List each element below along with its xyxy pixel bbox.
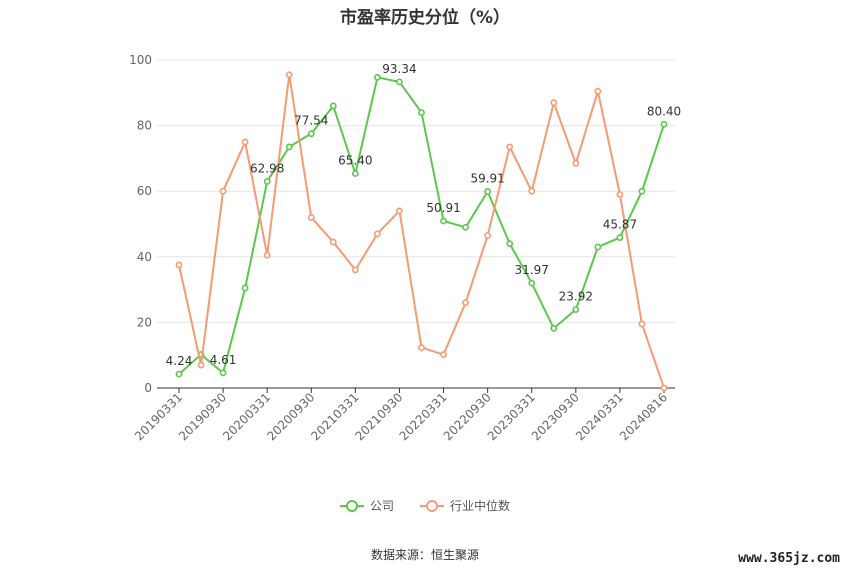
- data-point-1: [263, 251, 271, 259]
- series-line-1: [178, 74, 665, 389]
- data-label: 93.34: [382, 62, 416, 76]
- data-point-0: [175, 370, 183, 378]
- data-point-1: [285, 71, 293, 79]
- data-point-1: [616, 191, 624, 198]
- data-label: 31.97: [515, 263, 549, 277]
- y-tick-label: 20: [137, 315, 152, 329]
- data-label: 59.91: [470, 171, 504, 185]
- data-label: 62.98: [250, 161, 284, 175]
- data-point-1: [418, 344, 425, 352]
- data-point-1: [219, 187, 227, 195]
- y-tick-label: 60: [137, 184, 152, 198]
- data-point-1: [374, 230, 381, 238]
- data-point-1: [550, 99, 558, 107]
- legend-label-industry-median: 行业中位数: [450, 499, 511, 513]
- axes: 0204060801002019033120190930202003312020…: [129, 53, 670, 443]
- data-point-1: [175, 261, 183, 269]
- data-point-1: [197, 361, 205, 369]
- data-point-0: [638, 187, 646, 195]
- legend: 公司 行业中位数: [0, 497, 850, 514]
- series: [175, 71, 668, 392]
- data-point-0: [219, 369, 227, 377]
- data-point-0: [660, 120, 668, 128]
- data-point-1: [462, 299, 469, 307]
- legend-label-company: 公司: [369, 499, 394, 513]
- data-source: 数据来源：恒生聚源: [370, 548, 479, 562]
- chart-title: 市盈率历史分位（%）: [339, 8, 511, 28]
- series-line-0: [178, 76, 665, 375]
- data-point-0: [241, 284, 249, 292]
- data-point-0: [263, 178, 271, 185]
- legend-item-industry-median[interactable]: 行业中位数: [420, 497, 510, 514]
- y-tick-label: 100: [129, 53, 152, 67]
- data-point-1: [440, 351, 447, 358]
- data-point-0: [550, 324, 558, 332]
- data-label: 4.24: [166, 354, 193, 368]
- data-point-0: [329, 102, 337, 110]
- data-label: 50.91: [426, 201, 460, 215]
- data-point-1: [594, 87, 602, 95]
- data-point-0: [528, 279, 536, 287]
- data-point-0: [616, 234, 624, 241]
- data-point-0: [594, 243, 602, 251]
- data-point-1: [660, 384, 668, 392]
- gridlines: [157, 59, 675, 389]
- data-label: 4.61: [210, 353, 237, 367]
- data-point-0: [351, 170, 359, 177]
- data-point-0: [374, 73, 381, 81]
- data-labels: 4.24 4.61 62.98 77.54 65.40 93.34 50.91 59.91 31…: [166, 62, 682, 368]
- data-point-1: [484, 232, 492, 239]
- y-tick-label: 0: [144, 381, 152, 395]
- data-point-0: [506, 240, 514, 248]
- x-tick-label: 20240816: [617, 390, 670, 443]
- legend-swatch-company: [339, 499, 364, 513]
- pe-percentile-line-chart: 0204060801002019033120190930202003312020…: [129, 53, 682, 443]
- y-tick-label: 40: [137, 250, 152, 264]
- data-point-0: [396, 78, 403, 86]
- y-tick-label: 80: [137, 119, 152, 133]
- data-point-1: [241, 138, 249, 146]
- data-point-0: [440, 217, 447, 225]
- data-point-1: [638, 320, 646, 328]
- data-point-0: [307, 130, 315, 138]
- data-point-0: [285, 143, 293, 151]
- data-point-0: [572, 306, 580, 313]
- data-point-0: [484, 188, 492, 195]
- data-point-1: [307, 214, 315, 221]
- data-label: 65.40: [338, 153, 372, 167]
- data-point-0: [418, 109, 425, 116]
- data-label: 80.40: [647, 104, 681, 118]
- legend-item-company[interactable]: 公司: [339, 497, 394, 514]
- data-point-1: [351, 266, 359, 274]
- data-point-1: [528, 187, 536, 195]
- data-point-1: [329, 238, 337, 246]
- legend-swatch-industry-median: [420, 499, 444, 513]
- watermark: www.365jz.com: [738, 551, 840, 566]
- data-label: 23.92: [559, 290, 593, 304]
- data-label: 77.54: [294, 114, 328, 128]
- data-label: 45.87: [603, 218, 637, 232]
- data-point-1: [506, 143, 514, 151]
- data-point-1: [572, 159, 580, 167]
- data-point-1: [396, 207, 403, 215]
- data-point-0: [462, 223, 469, 231]
